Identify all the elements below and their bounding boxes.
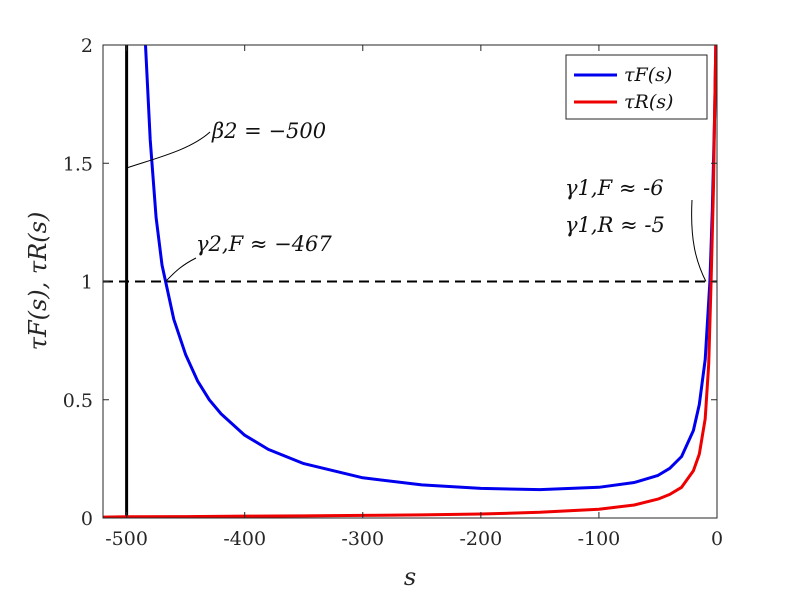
legend-label-tau-r: τR(s) <box>624 91 673 113</box>
y-tick-label: 0 <box>81 508 93 530</box>
annotation-leader-gamma2F <box>165 257 197 282</box>
legend: τF(s) τR(s) <box>565 54 708 120</box>
y-axis-label: τF(s), τR(s) <box>24 212 52 351</box>
legend-label-tau-f: τF(s) <box>624 64 672 86</box>
legend-box <box>565 54 708 120</box>
annotation-gamma2F: γ2,F ≈ −467 <box>196 232 332 256</box>
x-axis-label: s <box>404 563 416 591</box>
annotation-beta2: β2 = −500 <box>211 119 326 143</box>
y-tick-label: 0.5 <box>63 390 93 412</box>
x-tick-label: -300 <box>341 528 384 550</box>
series-line-1 <box>103 45 717 518</box>
y-tick-label: 2 <box>81 35 93 57</box>
annotation-leader-beta2 <box>126 131 211 169</box>
x-tick-label: -100 <box>578 528 621 550</box>
y-tick-label: 1.5 <box>63 153 93 175</box>
x-tick-label: -500 <box>105 528 148 550</box>
x-tick-label: -400 <box>223 528 266 550</box>
x-tick-label: -200 <box>460 528 503 550</box>
x-tick-label: 0 <box>711 528 723 550</box>
series-line-0 <box>144 45 717 492</box>
annotation-gamma1F: γ1,F ≈ -6 <box>565 176 664 200</box>
annotation-gamma1R: γ1,R ≈ -5 <box>565 213 665 237</box>
y-tick-label: 1 <box>81 272 93 294</box>
annotation-leader-gamma1F <box>691 199 707 282</box>
